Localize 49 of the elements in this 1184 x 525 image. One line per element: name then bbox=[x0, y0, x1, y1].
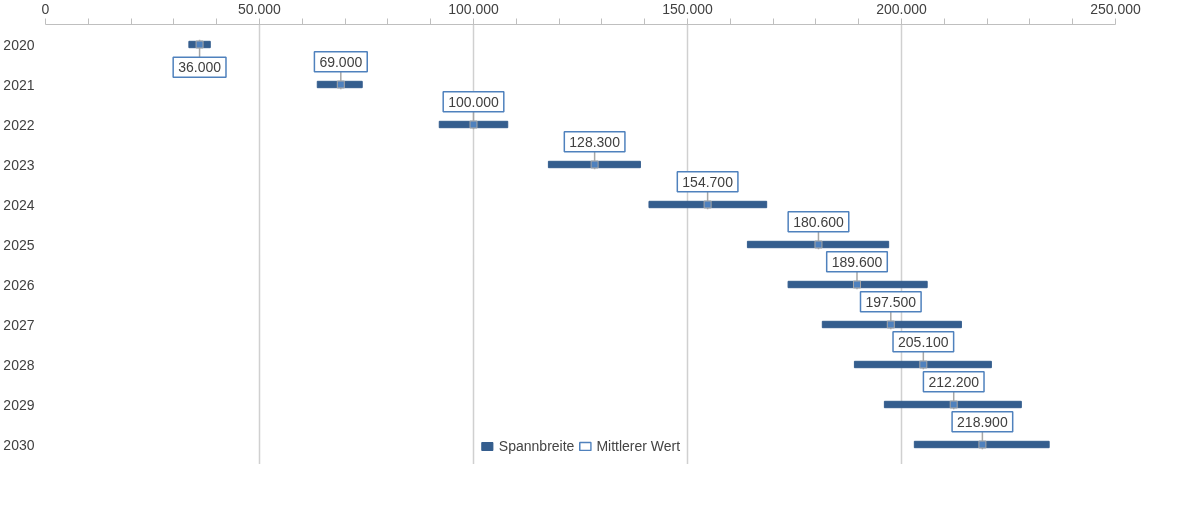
point bbox=[469, 120, 478, 129]
data-label: 180.600 bbox=[793, 213, 844, 230]
bar bbox=[853, 360, 992, 369]
data-label: 212.200 bbox=[928, 373, 980, 390]
point bbox=[919, 360, 928, 369]
legend-label: Mittlerer Wert bbox=[596, 438, 681, 454]
bar bbox=[648, 200, 768, 209]
y-tick-label: 2027 bbox=[3, 316, 35, 333]
point bbox=[336, 80, 345, 89]
y-tick-label: 2022 bbox=[3, 116, 35, 133]
y-tick-label: 2025 bbox=[3, 236, 35, 253]
data-label: 218.900 bbox=[957, 413, 1008, 430]
data-label: 69.000 bbox=[319, 53, 363, 70]
y-tick-label: 2028 bbox=[3, 356, 35, 373]
data-label: 36.000 bbox=[178, 59, 222, 76]
y-tick-label: 2030 bbox=[3, 436, 35, 453]
data-label: 205.100 bbox=[898, 333, 949, 350]
y-tick-label: 2029 bbox=[3, 396, 35, 413]
y-tick-label: 2024 bbox=[3, 196, 35, 213]
point bbox=[590, 160, 599, 169]
bar bbox=[787, 280, 928, 289]
y-tick-label: 2020 bbox=[3, 36, 35, 53]
data-label: 189.600 bbox=[831, 253, 883, 270]
x-tick-label: 200.000 bbox=[876, 0, 928, 17]
data-label: 154.700 bbox=[682, 173, 734, 190]
point bbox=[195, 40, 204, 49]
y-tick-label: 2021 bbox=[3, 76, 35, 93]
y-tick-label: 2026 bbox=[3, 276, 35, 293]
point bbox=[978, 440, 987, 449]
x-tick-label: 250.000 bbox=[1090, 0, 1142, 17]
x-tick-label: 150.000 bbox=[662, 0, 714, 17]
point bbox=[886, 320, 895, 329]
x-tick-label: 100.000 bbox=[448, 0, 500, 17]
bar bbox=[821, 320, 962, 329]
bar bbox=[746, 240, 890, 249]
bar bbox=[913, 440, 1050, 449]
data-label: 197.500 bbox=[865, 293, 917, 310]
point bbox=[852, 280, 861, 289]
point bbox=[703, 200, 712, 209]
data-label: 128.300 bbox=[569, 133, 621, 150]
point bbox=[814, 240, 823, 249]
y-tick-label: 2023 bbox=[3, 156, 35, 173]
bar bbox=[883, 400, 1022, 409]
point bbox=[949, 400, 958, 409]
legend-label: Spannbreite bbox=[498, 438, 575, 454]
x-tick-label: 0 bbox=[41, 0, 50, 17]
bar bbox=[547, 160, 641, 169]
data-label: 100.000 bbox=[448, 93, 500, 110]
x-tick-label: 50.000 bbox=[238, 0, 282, 17]
